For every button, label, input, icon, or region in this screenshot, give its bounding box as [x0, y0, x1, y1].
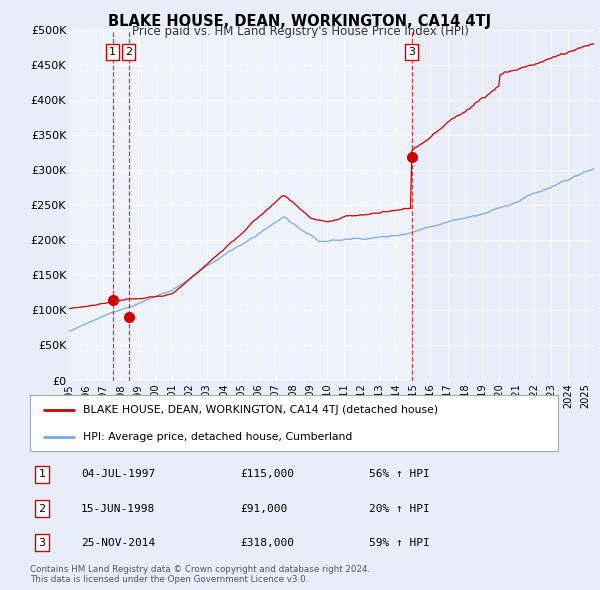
Text: 04-JUL-1997: 04-JUL-1997	[81, 470, 155, 479]
Text: £91,000: £91,000	[240, 504, 287, 513]
Text: 1: 1	[38, 470, 46, 479]
Text: 2: 2	[38, 504, 46, 513]
Text: 56% ↑ HPI: 56% ↑ HPI	[369, 470, 430, 479]
Text: £115,000: £115,000	[240, 470, 294, 479]
Text: BLAKE HOUSE, DEAN, WORKINGTON, CA14 4TJ (detached house): BLAKE HOUSE, DEAN, WORKINGTON, CA14 4TJ …	[83, 405, 438, 415]
Text: 3: 3	[38, 538, 46, 548]
Text: 1: 1	[109, 47, 116, 57]
Text: 20% ↑ HPI: 20% ↑ HPI	[369, 504, 430, 513]
Text: Contains HM Land Registry data © Crown copyright and database right 2024.: Contains HM Land Registry data © Crown c…	[30, 565, 370, 574]
Text: 59% ↑ HPI: 59% ↑ HPI	[369, 538, 430, 548]
Text: Price paid vs. HM Land Registry's House Price Index (HPI): Price paid vs. HM Land Registry's House …	[131, 25, 469, 38]
Text: HPI: Average price, detached house, Cumberland: HPI: Average price, detached house, Cumb…	[83, 432, 352, 442]
Text: 25-NOV-2014: 25-NOV-2014	[81, 538, 155, 548]
Text: 2: 2	[125, 47, 132, 57]
Text: This data is licensed under the Open Government Licence v3.0.: This data is licensed under the Open Gov…	[30, 575, 308, 584]
Text: 3: 3	[408, 47, 415, 57]
Text: 15-JUN-1998: 15-JUN-1998	[81, 504, 155, 513]
Bar	[412, 30, 594, 381]
Text: £318,000: £318,000	[240, 538, 294, 548]
Text: BLAKE HOUSE, DEAN, WORKINGTON, CA14 4TJ: BLAKE HOUSE, DEAN, WORKINGTON, CA14 4TJ	[109, 14, 491, 28]
